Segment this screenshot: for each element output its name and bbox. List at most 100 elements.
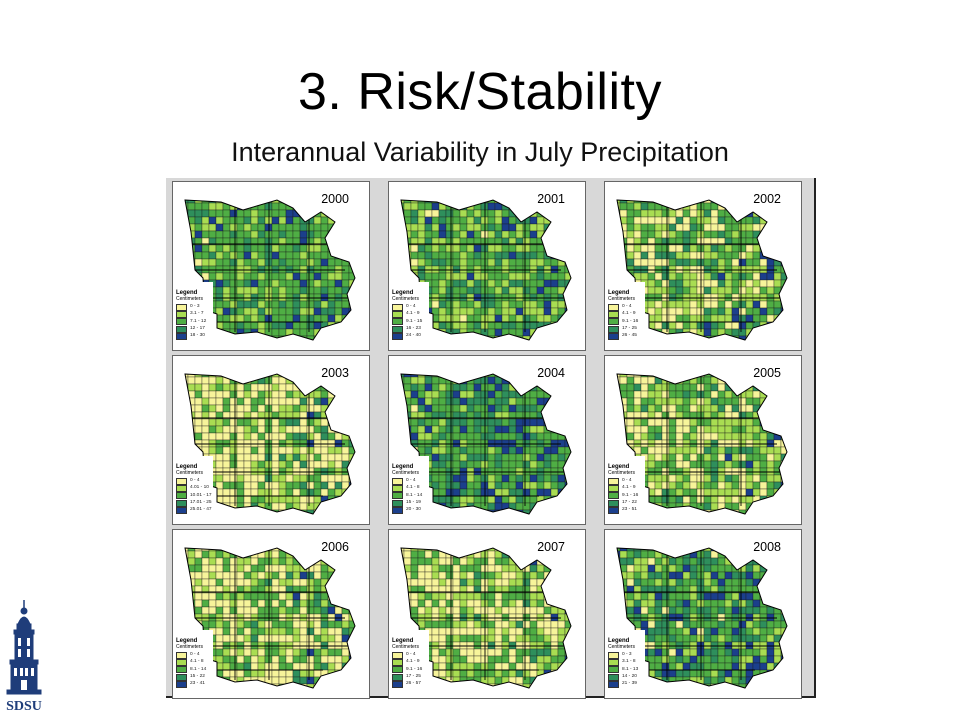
legend-swatch (392, 666, 403, 674)
legend-title: Legend (176, 464, 198, 470)
slide-subtitle: Interannual Variability in July Precipit… (231, 137, 729, 167)
map-legend: Legend Centimeters 0 - 4 4.1 - 8 8.1 - 14 15 … (392, 464, 422, 514)
legend-class-label: 24 - 40 (406, 332, 421, 338)
legend-class-label: 0 - 4 (406, 478, 416, 484)
map-legend: Legend Centimeters 0 - 4 4.01 - 10 10.01 - 1… (176, 464, 212, 514)
legend-unit: Centimeters (608, 470, 635, 476)
legend-swatch (176, 680, 187, 688)
legend-swatch (392, 652, 403, 660)
legend-class-label: 4.1 - 8 (190, 659, 204, 665)
precipitation-map-2005 (605, 373, 788, 524)
map-panel-2004: 2004 Legend Centimeters 0 - 4 4.1 - 8 8.1 - 1… (388, 355, 586, 525)
legend-entry: 4.1 - 9 (392, 311, 422, 319)
legend-entry: 0 - 4 (392, 304, 422, 312)
legend-swatch (392, 332, 403, 340)
legend-entry: 20 - 30 (392, 506, 422, 514)
legend-class-label: 26 - 57 (406, 680, 421, 686)
legend-swatch (392, 304, 403, 312)
legend-swatch (392, 680, 403, 688)
legend-swatch (176, 506, 187, 514)
legend-swatch (392, 499, 403, 507)
legend-entry: 4.1 - 9 (608, 311, 638, 319)
legend-unit: Centimeters (176, 296, 203, 302)
legend-class-label: 0 - 4 (622, 478, 632, 484)
legend-entry: 0 - 3 (608, 652, 638, 660)
legend-entry: 0 - 4 (176, 652, 206, 660)
legend-entry: 9.1 - 16 (608, 318, 639, 326)
legend-swatch (176, 492, 187, 500)
legend-swatch (608, 318, 619, 326)
legend-class-label: 15 - 19 (406, 499, 421, 505)
legend-class-label: 0 - 3 (622, 652, 632, 658)
legend-class-label: 7.1 - 12 (190, 318, 207, 324)
legend-entry: 9.1 - 16 (392, 666, 423, 674)
legend-entry: 23 - 51 (608, 506, 638, 514)
legend-entry: 26 - 45 (608, 332, 638, 340)
legend-unit: Centimeters (392, 644, 419, 650)
legend-entry: 17 - 25 (608, 325, 638, 333)
legend-entry: 4.01 - 10 (176, 485, 212, 493)
legend-class-label: 0 - 4 (406, 652, 416, 658)
legend-class-label: 9.1 - 16 (406, 666, 423, 672)
legend-entry: 17 - 25 (392, 673, 422, 681)
legend-swatch (608, 673, 619, 681)
map-year-label: 2006 (321, 540, 349, 554)
legend-swatch (176, 332, 187, 340)
legend-class-label: 3.1 - 8 (622, 659, 636, 665)
map-legend: Legend Centimeters 0 - 3 3.1 - 7 7.1 - 12 12 … (176, 290, 206, 340)
map-panel-2006: 2006 Legend Centimeters 0 - 4 4.1 - 8 8.1 - 1… (172, 529, 370, 699)
legend-entry: 8.1 - 13 (608, 666, 639, 674)
legend-class-label: 25.01 - 47 (190, 506, 212, 512)
map-year-label: 2008 (753, 540, 781, 554)
legend-swatch (392, 492, 403, 500)
legend-swatch (608, 680, 619, 688)
legend-class-label: 8.1 - 14 (406, 492, 423, 498)
legend-class-label: 9.1 - 15 (406, 318, 423, 324)
slide-title: 3. Risk/Stability (298, 63, 662, 121)
legend-swatch (608, 659, 619, 667)
legend-class-label: 10.01 - 17 (190, 492, 212, 498)
legend-entry: 24 - 40 (392, 332, 422, 340)
legend-swatch (392, 311, 403, 319)
legend-entry: 18 - 30 (176, 332, 206, 340)
legend-class-label: 20 - 30 (406, 506, 421, 512)
legend-class-label: 0 - 4 (406, 304, 416, 310)
precipitation-map-2000 (173, 199, 356, 350)
legend-class-label: 17 - 25 (622, 325, 637, 331)
legend-swatch (392, 478, 403, 486)
map-legend: Legend Centimeters 0 - 4 4.1 - 9 9.1 - 15 16 … (392, 290, 422, 340)
legend-class-label: 17 - 25 (406, 673, 421, 679)
legend-swatch (176, 652, 187, 660)
legend-unit: Centimeters (392, 470, 419, 476)
legend-swatch (392, 325, 403, 333)
legend-swatch (392, 318, 403, 326)
legend-swatch (608, 332, 619, 340)
legend-entry: 15 - 22 (176, 673, 206, 681)
legend-swatch (176, 311, 187, 319)
legend-entry: 4.1 - 8 (176, 659, 206, 667)
legend-title: Legend (608, 638, 630, 644)
map-legend: Legend Centimeters 0 - 4 4.1 - 9 9.1 - 16 17 … (392, 638, 422, 688)
legend-entry: 16 - 23 (392, 325, 422, 333)
legend-class-label: 0 - 4 (190, 652, 200, 658)
legend-unit: Centimeters (608, 644, 635, 650)
legend-class-label: 4.1 - 9 (406, 311, 420, 317)
map-panel-2002: 2002 Legend Centimeters 0 - 4 4.1 - 9 9.1 - 1… (604, 181, 802, 351)
legend-swatch (176, 673, 187, 681)
legend-swatch (176, 318, 187, 326)
legend-class-label: 9.1 - 16 (622, 318, 639, 324)
map-panel-2008: 2008 Legend Centimeters 0 - 3 3.1 - 8 8.1 - 1… (604, 529, 802, 699)
legend-title: Legend (392, 464, 414, 470)
map-year-label: 2007 (537, 540, 565, 554)
legend-class-label: 4.01 - 10 (190, 485, 209, 491)
legend-swatch (176, 659, 187, 667)
legend-swatch (608, 478, 619, 486)
legend-class-label: 4.1 - 9 (622, 485, 636, 491)
legend-class-label: 8.1 - 13 (622, 666, 639, 672)
legend-entry: 25.01 - 47 (176, 506, 212, 514)
legend-class-label: 0 - 4 (190, 478, 200, 484)
legend-swatch (608, 492, 619, 500)
legend-entry: 9.1 - 15 (392, 318, 423, 326)
legend-entry: 14 - 20 (608, 673, 638, 681)
legend-swatch (392, 659, 403, 667)
